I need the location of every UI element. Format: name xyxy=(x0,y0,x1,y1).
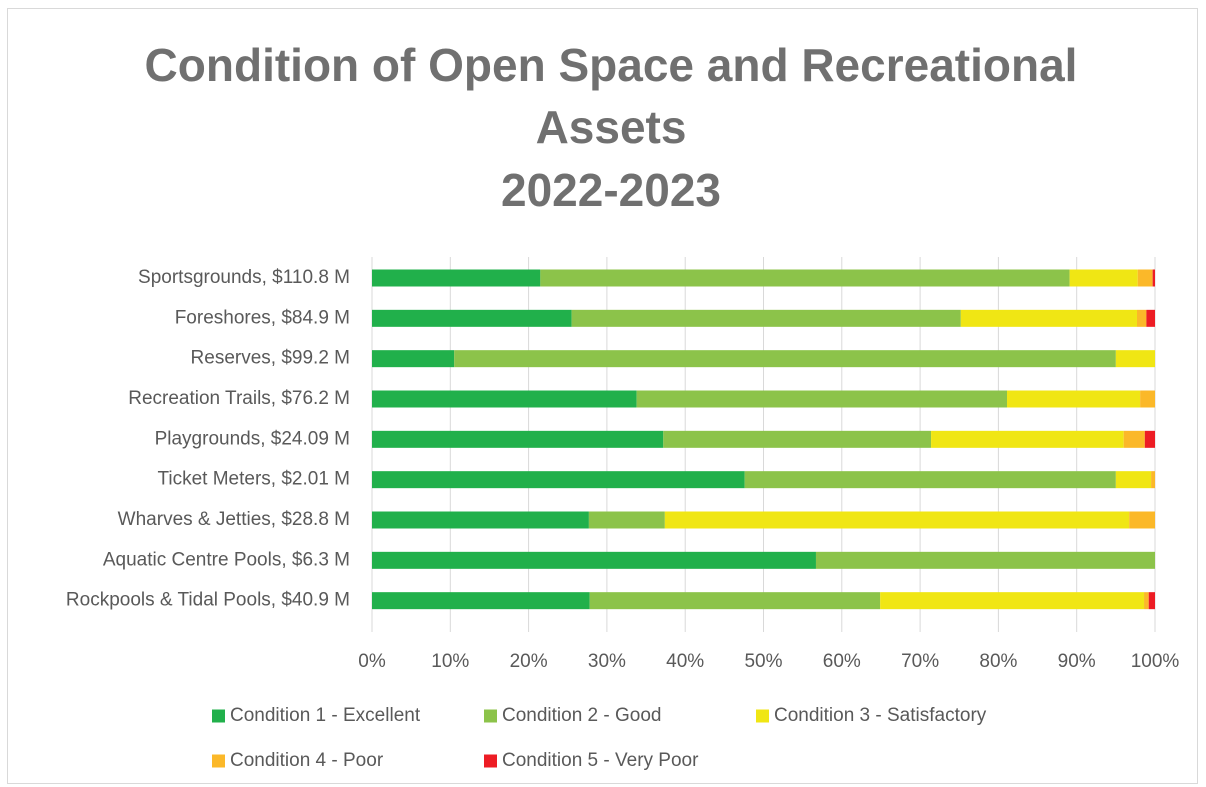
x-tick-label: 60% xyxy=(823,651,861,672)
bar-segment xyxy=(372,471,745,489)
x-tick-label: 70% xyxy=(901,651,939,672)
y-tick-label: Aquatic Centre Pools, $6.3 M xyxy=(103,549,350,570)
bar-segment xyxy=(1151,471,1155,489)
bar-segment xyxy=(1069,269,1138,287)
bar-segment xyxy=(880,592,1145,610)
bar-segment xyxy=(1152,269,1155,287)
bar-segment xyxy=(540,269,1070,287)
bar-segment xyxy=(1123,430,1145,448)
bar-segment xyxy=(1136,309,1147,327)
bar-segment xyxy=(1129,511,1155,529)
legend-label: Condition 2 - Good xyxy=(502,705,662,726)
bar-segment xyxy=(1146,309,1155,327)
bar-segment xyxy=(1007,390,1141,408)
x-tick-label: 0% xyxy=(358,651,386,672)
x-tick-label: 80% xyxy=(979,651,1017,672)
bar-segment xyxy=(1148,592,1155,610)
bar-segment xyxy=(372,390,637,408)
legend-label: Condition 4 - Poor xyxy=(230,750,384,771)
x-tick-label: 20% xyxy=(510,651,548,672)
x-tick-label: 50% xyxy=(744,651,782,672)
bar-segment xyxy=(372,592,590,610)
bar-segment xyxy=(1140,390,1155,408)
legend-swatch xyxy=(212,709,225,723)
y-tick-label: Foreshores, $84.9 M xyxy=(175,307,350,328)
y-tick-label: Reserves, $99.2 M xyxy=(191,348,350,369)
legend-swatch xyxy=(484,754,497,768)
bar-segment xyxy=(664,511,1130,529)
bar-segment xyxy=(372,511,589,529)
x-tick-label: 10% xyxy=(431,651,469,672)
bar-segment xyxy=(636,390,1008,408)
legend-swatch xyxy=(484,709,497,723)
bar-segment xyxy=(815,551,1155,569)
x-tick-label: 40% xyxy=(666,651,704,672)
x-tick-label: 90% xyxy=(1058,651,1096,672)
bar-segment xyxy=(372,430,664,448)
chart-title: Condition of Open Space and Recreational… xyxy=(144,39,1078,153)
bar-segment xyxy=(931,430,1124,448)
bar-segment xyxy=(663,430,932,448)
bar-segment xyxy=(1115,350,1155,368)
bar-segment xyxy=(372,269,541,287)
bar-segment xyxy=(744,471,1116,489)
bar-segment xyxy=(454,350,1116,368)
bar-segment xyxy=(372,309,572,327)
bar-segment xyxy=(1115,471,1152,489)
bar-segment xyxy=(372,551,816,569)
y-tick-label: Ticket Meters, $2.01 M xyxy=(157,469,350,490)
y-tick-label: Wharves & Jetties, $28.8 M xyxy=(118,509,350,530)
x-tick-label: 100% xyxy=(1131,651,1180,672)
bar-segment xyxy=(588,511,665,529)
bar-segment xyxy=(1137,269,1153,287)
bar-segment xyxy=(1144,430,1155,448)
y-tick-label: Sportsgrounds, $110.8 M xyxy=(138,267,350,288)
legend-label: Condition 1 - Excellent xyxy=(230,705,421,726)
legend-label: Condition 3 - Satisfactory xyxy=(774,705,987,726)
bar-segment xyxy=(372,350,455,368)
y-tick-label: Rockpools & Tidal Pools, $40.9 M xyxy=(66,590,350,611)
y-tick-label: Recreation Trails, $76.2 M xyxy=(128,388,350,409)
bar-segment xyxy=(960,309,1137,327)
chart-subtitle: 2022-2023 xyxy=(501,164,721,216)
bar-segment xyxy=(589,592,881,610)
bar-segment xyxy=(1144,592,1149,610)
x-tick-label: 30% xyxy=(588,651,626,672)
legend-swatch xyxy=(212,754,225,768)
y-tick-label: Playgrounds, $24.09 M xyxy=(155,428,350,449)
legend-swatch xyxy=(756,709,769,723)
legend-label: Condition 5 - Very Poor xyxy=(502,750,699,771)
bar-segment xyxy=(571,309,961,327)
chart-border xyxy=(7,8,1198,784)
